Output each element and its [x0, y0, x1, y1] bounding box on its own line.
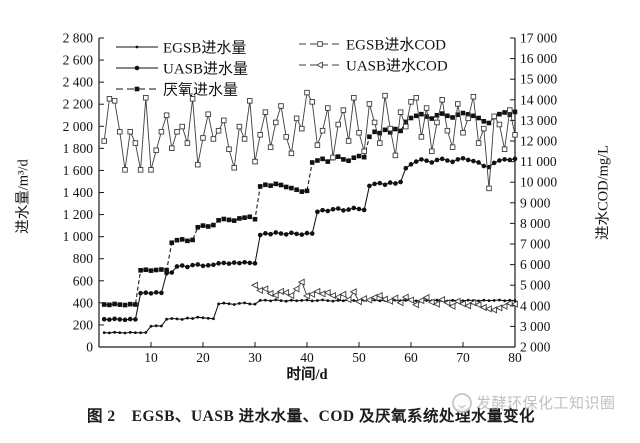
svg-text:1 800: 1 800 — [63, 141, 94, 156]
svg-text:15 000: 15 000 — [520, 72, 557, 87]
svg-text:30: 30 — [248, 350, 262, 365]
svg-text:14 000: 14 000 — [520, 92, 557, 107]
svg-text:10 000: 10 000 — [520, 175, 557, 190]
svg-text:0: 0 — [86, 340, 93, 355]
svg-text:2 000: 2 000 — [63, 119, 94, 134]
svg-text:1 400: 1 400 — [63, 185, 94, 200]
watermark-text: 发酵环保化工知识圈 — [476, 396, 616, 412]
series-EGSB进水COD — [101, 89, 518, 192]
svg-text:60: 60 — [404, 350, 418, 365]
svg-text:1 000: 1 000 — [63, 229, 94, 244]
svg-text:70: 70 — [456, 350, 470, 365]
svg-text:EGSB进水量: EGSB进水量 — [163, 40, 246, 57]
svg-text:16 000: 16 000 — [520, 51, 557, 66]
svg-text:7 000: 7 000 — [520, 237, 551, 252]
svg-text:6 000: 6 000 — [520, 257, 551, 272]
svg-text:13 000: 13 000 — [520, 113, 557, 128]
svg-text:UASB进水量: UASB进水量 — [163, 61, 248, 78]
svg-text:50: 50 — [352, 350, 366, 365]
svg-text:12 000: 12 000 — [520, 134, 557, 149]
svg-text:UASB进水COD: UASB进水COD — [346, 58, 448, 75]
svg-text:20: 20 — [196, 350, 210, 365]
svg-text:厌氧进水量: 厌氧进水量 — [163, 82, 238, 99]
chart-canvas: 0 200 400 600 800 1 000 1 200 1 400 1 600 1 800 2 … — [63, 31, 558, 366]
svg-text:9 000: 9 000 — [520, 195, 551, 210]
svg-text:2 600: 2 600 — [63, 53, 94, 68]
svg-text:200: 200 — [73, 317, 94, 332]
tick-labels: 0 200 400 600 800 1 000 1 200 1 400 1 600 1 800 2 … — [63, 31, 558, 366]
svg-text:400: 400 — [73, 295, 94, 310]
svg-text:1 600: 1 600 — [63, 163, 94, 178]
svg-text:2 200: 2 200 — [63, 97, 94, 112]
svg-text:10: 10 — [144, 350, 158, 365]
y-axis-label-right: 进水COD/mg/L — [595, 144, 612, 241]
svg-text:2 000: 2 000 — [520, 340, 551, 355]
series-厌氧进水量 — [101, 109, 518, 308]
svg-text:3 000: 3 000 — [520, 319, 551, 334]
watermark: 发酵环保化工知识圈 — [452, 392, 616, 413]
svg-text:17 000: 17 000 — [520, 31, 557, 46]
series-UASB进水量 — [101, 155, 518, 323]
svg-text:4 000: 4 000 — [520, 298, 551, 313]
svg-text:11 000: 11 000 — [520, 154, 557, 169]
x-axis-label: 时间/d — [286, 367, 328, 383]
svg-text:8 000: 8 000 — [520, 216, 551, 231]
svg-text:40: 40 — [300, 350, 314, 365]
watermark-logo-icon — [452, 392, 472, 413]
svg-text:2 400: 2 400 — [63, 75, 94, 90]
svg-text:80: 80 — [508, 350, 522, 365]
svg-text:2 800: 2 800 — [63, 31, 94, 46]
svg-text:EGSB进水COD: EGSB进水COD — [346, 37, 446, 54]
series-UASB进水COD — [250, 278, 518, 314]
y-axis-label-left: 进水量/m³/d — [15, 159, 32, 234]
svg-text:1 200: 1 200 — [63, 207, 94, 222]
svg-text:800: 800 — [73, 251, 94, 266]
svg-text:5 000: 5 000 — [520, 278, 551, 293]
figure-caption: 图 2 EGSB、UASB 进水水量、COD 及厌氧系统处理水量变化 — [86, 408, 536, 425]
svg-text:600: 600 — [73, 273, 94, 288]
